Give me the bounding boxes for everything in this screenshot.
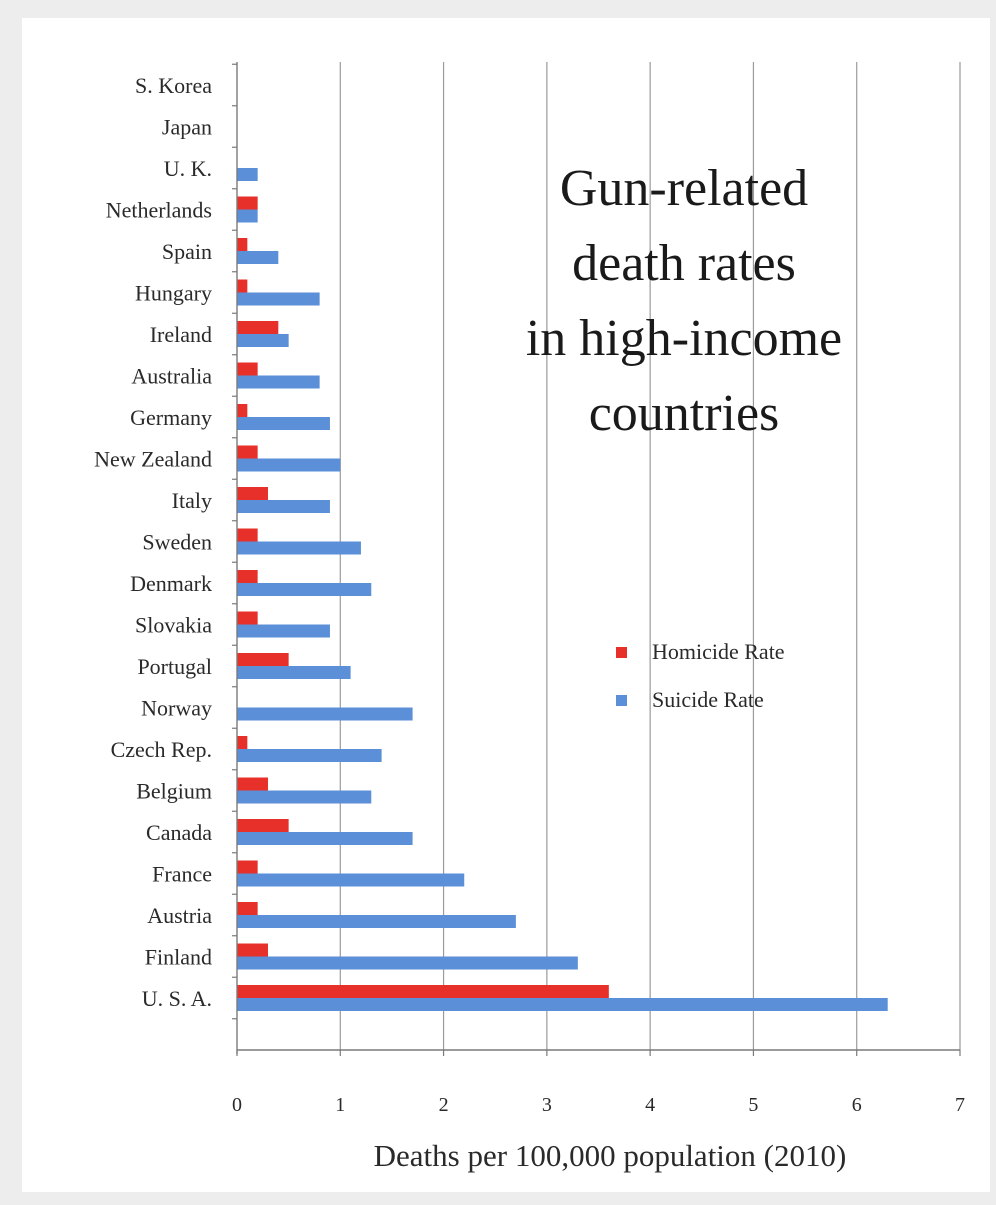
category-label: Hungary (135, 281, 212, 306)
bar-suicide (237, 832, 413, 845)
category-label: Czech Rep. (111, 737, 212, 762)
category-label: Australia (131, 364, 212, 389)
category-label: Finland (145, 945, 212, 970)
bars (237, 168, 888, 1011)
bar-homicide (237, 404, 248, 417)
bar-suicide (237, 375, 320, 389)
bar-homicide (237, 196, 258, 210)
x-tick-label: 7 (955, 1094, 965, 1116)
gridlines (339, 62, 961, 1050)
bar-suicide (237, 168, 258, 181)
category-label: Sweden (142, 530, 212, 555)
bar-suicide (237, 209, 258, 223)
category-label: U. K. (164, 156, 212, 181)
axes (232, 62, 961, 1056)
category-label: S. Korea (135, 73, 212, 98)
bar-homicide (237, 611, 258, 625)
category-label: Belgium (136, 779, 212, 804)
bar-suicide (237, 998, 888, 1011)
bar-suicide (237, 334, 289, 347)
category-label: U. S. A. (142, 986, 212, 1011)
legend: Homicide Rate Suicide Rate (616, 639, 785, 712)
plot-background (22, 18, 990, 1192)
bar-suicide (237, 583, 372, 596)
category-label: Austria (147, 903, 212, 928)
title-line: countries (589, 385, 780, 442)
x-tick-label: 6 (852, 1094, 862, 1116)
bar-homicide (237, 943, 268, 957)
category-label: Spain (162, 239, 212, 264)
legend-swatch (616, 695, 627, 706)
title-line: Gun-related (560, 160, 808, 217)
bar-suicide (237, 956, 578, 970)
bar-suicide (237, 915, 516, 928)
bar-homicide (237, 528, 258, 542)
bar-homicide (237, 321, 279, 334)
x-tick-label: 3 (542, 1094, 552, 1116)
category-label: Slovakia (135, 613, 212, 638)
category-label: Japan (162, 115, 212, 140)
category-label: Italy (172, 488, 212, 513)
legend-label: Suicide Rate (652, 687, 764, 712)
category-label: Norway (141, 696, 212, 721)
bar-homicide (237, 653, 289, 666)
title-line: death rates (572, 235, 796, 292)
bar-suicide (237, 417, 330, 430)
bar-suicide (237, 666, 351, 679)
bar-homicide (237, 777, 268, 791)
legend-swatch (616, 647, 627, 658)
bar-homicide (237, 362, 258, 376)
x-tick-label: 4 (645, 1094, 655, 1116)
category-label: France (152, 862, 212, 887)
category-label: Canada (146, 820, 212, 845)
bar-suicide (237, 458, 341, 472)
bar-homicide (237, 902, 258, 915)
bar-suicide (237, 873, 465, 887)
bar-suicide (237, 541, 361, 555)
x-axis-label: Deaths per 100,000 population (2010) (374, 1138, 847, 1173)
labels: S. Korea Japan U. K. Netherlands Spain Hungar… (94, 73, 965, 1173)
bar-suicide (237, 292, 320, 306)
category-label: Denmark (130, 571, 212, 596)
category-label: Portugal (137, 654, 212, 679)
bar-homicide (237, 445, 258, 459)
chart-title: Gun-related death rates in high-income coun… (526, 160, 842, 442)
category-label: New Zealand (94, 447, 212, 472)
bar-suicide (237, 624, 330, 638)
bar-homicide (237, 487, 268, 500)
category-label: Germany (130, 405, 212, 430)
x-tick-label: 2 (439, 1094, 449, 1116)
bar-suicide (237, 500, 330, 513)
bar-homicide (237, 238, 248, 251)
bar-suicide (237, 790, 372, 804)
title-line: in high-income (526, 310, 842, 367)
bar-homicide (237, 819, 289, 832)
category-label: Netherlands (106, 198, 212, 223)
x-tick-label: 5 (748, 1094, 758, 1116)
bar-suicide (237, 707, 413, 721)
bar-homicide (237, 279, 248, 293)
bar-homicide (237, 570, 258, 583)
x-tick-label: 1 (335, 1094, 345, 1116)
bar-homicide (237, 736, 248, 749)
bar-homicide (237, 860, 258, 874)
legend-label: Homicide Rate (652, 639, 785, 664)
bar-suicide (237, 749, 382, 762)
x-tick-label: 0 (232, 1094, 242, 1116)
bar-suicide (237, 251, 279, 264)
bar-homicide (237, 985, 609, 998)
category-label: Ireland (150, 322, 212, 347)
